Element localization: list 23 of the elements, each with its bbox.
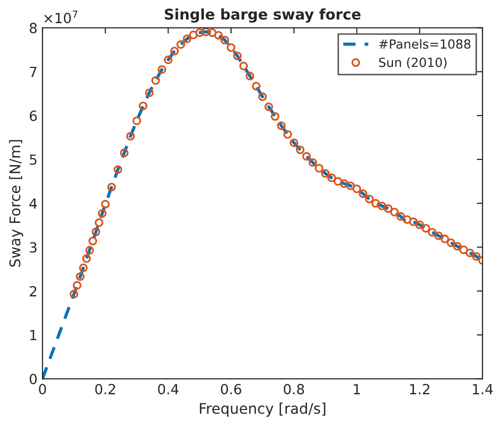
- x-tick-label: 0.2: [95, 384, 116, 394]
- x-tick-label: 1.4: [472, 384, 493, 394]
- y-tick-label: 7: [30, 66, 36, 77]
- x-axis-title: Frequency [rad/s]: [200, 402, 326, 417]
- legend-label: Sun (2010): [379, 57, 446, 69]
- x-tick-label: 1.2: [410, 384, 430, 394]
- y-tick-label: 4: [29, 198, 37, 209]
- x-tick-label: 0.4: [158, 384, 178, 394]
- y-tick-label: 6: [30, 110, 37, 122]
- text: ×10$^{7}$: [44, 10, 78, 24]
- y-tick-label: 3: [30, 242, 37, 253]
- x-tick-label: 0: [38, 384, 46, 394]
- chart-title: Single barge sway force: [164, 8, 360, 23]
- x-tick-label: 0.6: [220, 384, 242, 394]
- y-axis-title: Sway Force [N/m]: [9, 140, 24, 267]
- x-tick-label: 0.8: [284, 384, 304, 394]
- y-tick-label: 0: [30, 374, 37, 384]
- y-tick-label: 2: [30, 286, 36, 296]
- legend-label: #Panels=1088: [379, 39, 470, 49]
- y-tick-label: 8: [30, 22, 37, 34]
- y-tick-label: 5: [30, 154, 36, 165]
- y-tick-label: 1: [30, 330, 36, 340]
- x-tick-label: 1: [354, 384, 360, 394]
